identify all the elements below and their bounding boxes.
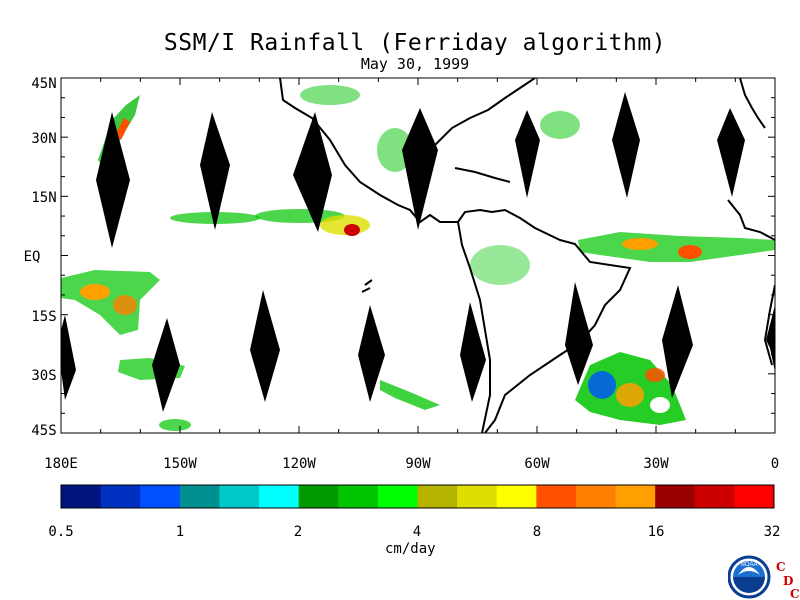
rain-atl-core2	[678, 245, 702, 259]
rain-itcz-core	[344, 224, 360, 236]
swath-gap	[515, 110, 540, 198]
y-tick-label: 45N	[31, 76, 56, 92]
rain-swpac-core	[80, 284, 110, 300]
axis-ticks	[60, 77, 776, 434]
x-tick-label: 30W	[643, 456, 669, 472]
rain-satl-core2	[645, 368, 665, 382]
x-tick-label: 90W	[405, 456, 431, 472]
y-tick-label: 30N	[31, 131, 56, 147]
colorbar	[61, 485, 775, 508]
colorbar-swatch	[615, 485, 656, 508]
colorbar-units: cm/day	[385, 541, 436, 557]
map-title: SSM/I Rainfall (Ferriday algorithm)	[163, 30, 667, 56]
colorbar-swatch	[417, 485, 458, 508]
colorbar-swatch	[140, 485, 181, 508]
swath-gap	[250, 290, 280, 402]
colorbar-tick-label: 0.5	[48, 524, 73, 540]
x-axis-labels: 180E 150W 120W 90W 60W 30W 0	[44, 456, 779, 472]
y-tick-label: 30S	[31, 368, 56, 384]
colorbar-swatch	[377, 485, 418, 508]
colorbar-frame	[60, 484, 775, 509]
coast-cuba	[454, 167, 511, 183]
colorbar-swatch	[536, 485, 577, 508]
x-tick-label: 60W	[524, 456, 550, 472]
colorbar-swatch	[575, 485, 617, 508]
colorbar-swatch	[694, 485, 735, 508]
noaa-emblem-bird	[738, 567, 760, 575]
x-tick-label: 120W	[282, 456, 316, 472]
coast-islands	[361, 279, 373, 293]
coast-sa-east	[484, 208, 632, 433]
coast-africa-south	[763, 284, 775, 366]
swath-gap	[766, 305, 775, 372]
y-tick-label: 45S	[31, 423, 56, 439]
rain-atl-itcz	[578, 232, 775, 262]
colorbar-tick-label: 2	[294, 524, 302, 540]
coastlines	[279, 78, 775, 433]
x-tick-label: 180E	[44, 456, 78, 472]
colorbar-swatch	[61, 485, 102, 508]
rain-atl-core	[622, 238, 658, 250]
rainfall-features	[61, 85, 775, 431]
x-tick-label: 150W	[163, 456, 197, 472]
swath-gap	[565, 282, 593, 385]
coast-iberia	[739, 78, 766, 129]
swath-gap	[662, 285, 693, 398]
colorbar-tick-label: 4	[413, 524, 421, 540]
noaa-cdc-logo: NOAA C D C	[728, 555, 800, 600]
colorbar-tick-label: 16	[648, 524, 665, 540]
swath-gap	[358, 305, 385, 402]
noaa-emblem-sea	[733, 577, 765, 593]
colorbar-swatch	[100, 485, 141, 508]
colorbar-swatch	[457, 485, 498, 508]
rain-spac-far-south	[159, 419, 191, 431]
y-axis-labels: 45N 30N 15N EQ 15S 30S 45S	[24, 76, 57, 439]
rain-sepac	[380, 380, 440, 410]
swath-gaps	[61, 92, 775, 412]
swath-gap	[152, 318, 180, 412]
map-date: May 30, 1999	[360, 55, 470, 73]
colorbar-swatch	[219, 485, 260, 508]
rain-natl	[540, 111, 580, 139]
coast-sa-west	[457, 221, 491, 433]
colorbar-tick-label: 8	[533, 524, 541, 540]
rain-satl-core	[616, 383, 644, 407]
y-tick-label: 15S	[31, 309, 56, 325]
colorbar-swatch	[734, 485, 775, 508]
swath-gap	[293, 112, 332, 232]
noaa-emblem-text: NOAA	[740, 562, 757, 568]
colorbar-labels: 0.5 1 2 4 8 16 32	[48, 524, 780, 540]
swath-gap	[200, 112, 230, 230]
rain-na-west	[300, 85, 360, 105]
colorbar-swatch	[655, 485, 696, 508]
x-tick-label: 0	[771, 456, 779, 472]
cdc-letter: C	[776, 560, 786, 574]
rain-swpac-core2	[113, 295, 137, 315]
rain-satl-gap	[650, 397, 670, 413]
swath-gap	[612, 92, 640, 198]
cdc-letter: D	[783, 574, 793, 588]
rain-gulf	[377, 128, 413, 172]
rain-core-npac	[115, 118, 130, 140]
swath-gap	[61, 315, 76, 400]
cdc-letter: C	[790, 587, 800, 600]
y-tick-label: 15N	[31, 190, 56, 206]
coast-africa	[727, 199, 775, 241]
colorbar-swatch	[496, 485, 537, 508]
swath-gap	[402, 108, 438, 230]
rain-amazon	[470, 245, 530, 285]
swath-gap	[717, 108, 745, 197]
colorbar-tick-label: 32	[764, 524, 781, 540]
colorbar-swatch	[338, 485, 379, 508]
rain-satl-blue	[588, 371, 616, 399]
colorbar-swatch	[179, 485, 220, 508]
swath-gap	[96, 112, 130, 248]
coast-na-pacific	[279, 78, 493, 224]
colorbar-tick-label: 1	[176, 524, 184, 540]
swath-gap	[460, 302, 486, 402]
colorbar-swatch	[298, 485, 339, 508]
y-tick-label: EQ	[24, 249, 41, 265]
colorbar-swatch	[259, 485, 300, 508]
